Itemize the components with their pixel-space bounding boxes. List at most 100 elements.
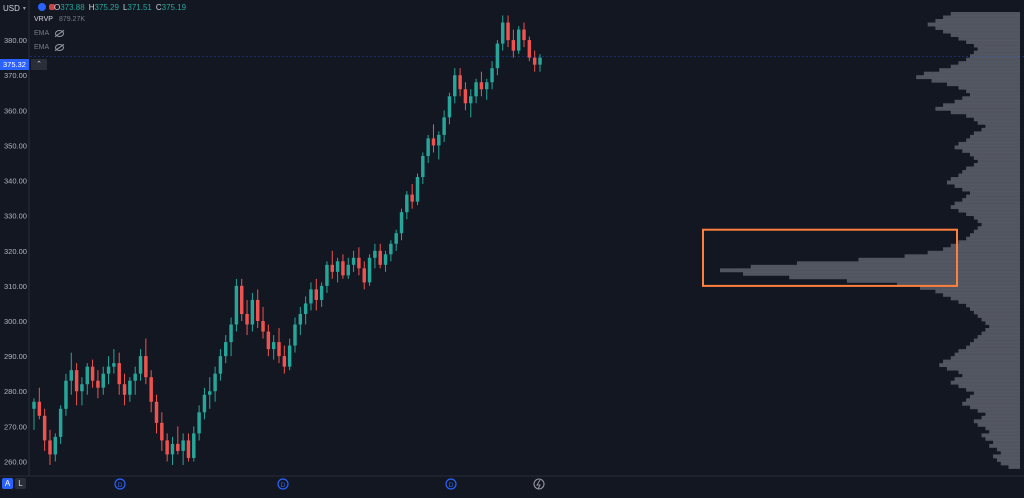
candle-body	[186, 440, 191, 458]
candle-body	[341, 261, 345, 276]
study-vrvp[interactable]: VRVP 879.27K	[34, 16, 85, 23]
candle-body	[261, 321, 265, 332]
volume-profile-bar	[977, 47, 1020, 52]
candle-body	[117, 363, 121, 385]
volume-profile-bar	[966, 387, 1020, 392]
candle-body	[208, 391, 212, 395]
candle-body	[469, 96, 473, 104]
candle-body	[96, 380, 100, 388]
y-tick-label: 370.00	[4, 71, 27, 80]
candle-body	[255, 299, 260, 322]
candle-body	[405, 194, 409, 213]
candle-body	[90, 366, 95, 381]
volume-profile-bar	[962, 401, 1020, 406]
volume-profile-bar	[977, 408, 1020, 413]
volume-profile-bar	[916, 75, 1020, 80]
dividend-badge-icon	[445, 478, 457, 490]
volume-profile-bar	[935, 19, 1020, 23]
candle-body	[287, 345, 292, 367]
study-ema-1[interactable]: EMA	[34, 30, 65, 37]
candle-body	[224, 342, 228, 357]
volume-profile-bar	[993, 440, 1020, 445]
volume-profile-bar	[973, 310, 1020, 315]
volume-profile-bar	[970, 342, 1020, 346]
candle-body	[351, 257, 356, 265]
lightning-icon	[533, 478, 545, 490]
volume-profile-bar	[973, 162, 1020, 167]
flag-icon[interactable]	[49, 4, 55, 10]
candle-body	[458, 75, 462, 90]
candle-body	[277, 342, 281, 357]
y-tick-label: 260.00	[4, 457, 27, 466]
volume-profile-bar	[950, 296, 1020, 301]
volume-profile-bar	[943, 247, 1020, 252]
candle-body	[245, 313, 249, 325]
candle-body	[330, 264, 335, 272]
volume-profile-bar	[846, 278, 1020, 283]
candle-body	[69, 370, 74, 381]
eye-hidden-icon[interactable]	[55, 44, 65, 51]
volume-profile-bar	[981, 127, 1020, 132]
candle-body	[314, 289, 319, 300]
volume-profile-bar	[966, 40, 1020, 45]
study-ema-2-name: EMA	[34, 44, 50, 51]
lightning-icon	[536, 479, 541, 490]
candle-body	[42, 415, 47, 441]
volume-profile-bar	[958, 349, 1020, 354]
y-tick-label: 280.00	[4, 387, 27, 396]
volume-profile-bar	[950, 177, 1020, 181]
volume-profile-bar	[946, 366, 1020, 371]
candle-body	[58, 408, 63, 437]
volume-profile-bar	[946, 180, 1020, 185]
y-tick-label: 270.00	[4, 422, 27, 431]
volume-profile-bar	[958, 370, 1020, 375]
auto-scale-button[interactable]: A	[2, 478, 13, 489]
ohlc-readout: O373.88 H375.29 L371.51 C375.19	[54, 3, 186, 12]
currency-dropdown[interactable]: USD ▾	[0, 1, 28, 15]
currency-label: USD	[3, 3, 20, 13]
volume-profile-bar	[970, 394, 1020, 399]
volume-profile-bar	[962, 96, 1020, 101]
last-price-label: 375.32	[0, 59, 29, 70]
candle-body	[389, 243, 393, 255]
candle-body	[447, 96, 452, 118]
volume-profile-bar	[920, 285, 1020, 290]
volume-profile-bar	[973, 117, 1020, 122]
candle-body	[394, 233, 398, 244]
volume-profile-bar	[970, 306, 1020, 311]
price-scale-menu-button[interactable]: ⌃	[31, 59, 47, 70]
volume-profile-bar	[962, 373, 1020, 378]
volume-profile-bar	[954, 184, 1020, 188]
volume-profile-bar	[977, 313, 1020, 318]
volume-profile-bar	[970, 54, 1020, 59]
volume-profile-bar	[973, 155, 1020, 160]
study-vrvp-name: VRVP	[34, 16, 53, 23]
candle-body	[522, 29, 526, 41]
candle-body	[415, 177, 420, 202]
y-tick-label: 310.00	[4, 282, 27, 291]
candle-body	[197, 412, 201, 434]
log-scale-button[interactable]: L	[15, 478, 26, 489]
candle-body	[138, 356, 143, 374]
volume-profile-bar	[966, 345, 1020, 350]
volume-profile-bar	[977, 120, 1020, 125]
volume-profile-bar	[977, 219, 1020, 224]
volume-profile-bar	[985, 328, 1020, 332]
volume-profile-bar	[789, 275, 1020, 280]
candle-body	[453, 75, 457, 97]
study-ema-2[interactable]: EMA	[34, 44, 65, 51]
y-tick-label: 380.00	[4, 36, 27, 45]
volume-profile-bar	[993, 454, 1020, 459]
candle-body	[367, 257, 372, 283]
volume-profile-bar	[973, 338, 1020, 343]
candle-body	[506, 22, 510, 41]
eye-hidden-icon[interactable]	[55, 30, 65, 37]
candle-body	[511, 40, 516, 51]
candle-body	[165, 440, 169, 455]
candle-body	[303, 303, 308, 314]
volume-profile-bar	[977, 159, 1020, 164]
candle-body	[437, 134, 441, 146]
candle-body	[319, 285, 324, 300]
volume-profile-bar	[935, 26, 1020, 30]
